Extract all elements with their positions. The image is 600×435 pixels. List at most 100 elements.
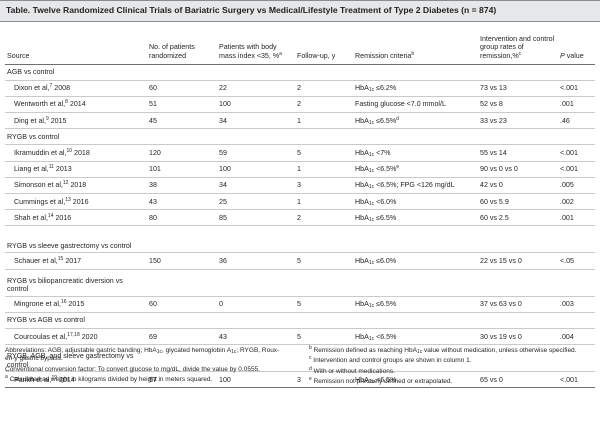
group-row: RYGB vs biliopancreatic diversion vs con… [5,269,595,297]
cell-patients: 45 [147,112,217,130]
footnote: d With or without medications. [309,365,395,375]
cell-remission-criteria: HbA1c ≤6.2% [353,80,478,97]
cell-pvalue: <.001 [558,161,595,178]
table-row: Liang et al,11 2013 101 100 1 HbA1c <6.5%e 90… [5,161,595,178]
cell-patients: 80 [147,209,217,227]
table-row: Simonson et al,12 2018 38 34 3 HbA1c <6.5%; … [5,177,595,195]
cell-remission-rates: 30 vs 19 vs 0 [478,328,558,346]
cell-source: Liang et al,11 2013 [5,161,147,178]
cell-bmi: 34 [217,112,295,130]
cell-remission-criteria: HbA1c <7% [353,144,478,162]
cell-source: Ikramuddin et al,10 2018 [5,144,147,162]
cell-source: Shah et al,14 2016 [5,209,147,227]
cell-remission-rates: 33 vs 23 [478,112,558,130]
cell-followup: 5 [295,328,353,346]
cell-pvalue: .001 [558,96,595,114]
table-row: Shah et al,14 2016 80 85 2 HbA1c ≤6.5% 60 vs … [5,209,595,227]
header-bmi: Patients with body mass index <35, %a [219,43,282,60]
table-row: Mingrone et al,16 2015 60 0 5 HbA1c ≤6.5% 37 … [5,296,595,313]
table-row: Ikramuddin et al,10 2018 120 59 5 HbA1c <7% 5… [5,144,595,162]
table-row: Courcoulas et al,17,18 2020 69 43 5 HbA1c <6… [5,328,595,346]
header-source: Source [7,51,30,60]
cell-source: Schauer et al,15 2017 [5,252,147,270]
table-row: Cummings et al,13 2016 43 25 1 HbA1c <6.0% 60… [5,193,595,211]
group-row: AGB vs control [5,64,595,81]
group-row: RYGB vs control [5,128,595,146]
cell-source: Courcoulas et al,17,18 2020 [5,328,147,346]
cell-bmi: 85 [217,209,295,227]
cell-remission-criteria: HbA1c ≤6.5% [353,209,478,227]
cell-remission-rates: 37 vs 63 vs 0 [478,296,558,313]
trials-table: Source No. of patients randomized Patien… [5,22,595,389]
cell-followup: 3 [295,177,353,195]
cell-patients: 101 [147,161,217,178]
cell-remission-rates: 22 vs 15 vs 0 [478,252,558,270]
cell-patients: 38 [147,177,217,195]
cell-followup: 5 [295,296,353,313]
cell-patients: 43 [147,193,217,211]
cell-patients: 120 [147,144,217,162]
header-pvalue: P value [560,51,584,60]
cell-remission-criteria: HbA1c ≤6.5%d [353,112,478,130]
cell-followup: 2 [295,80,353,97]
header-remission: Remission criteriab [355,50,415,60]
cell-remission-criteria: HbA1c ≤6.5% [353,296,478,313]
table-row: Ding et al,9 2015 45 34 1 HbA1c ≤6.5%d 33 vs … [5,112,595,130]
cell-source: Mingrone et al,16 2015 [5,296,147,313]
cell-pvalue: .002 [558,193,595,211]
group-row: RYGB vs sleeve gastrectomy vs control [5,225,595,254]
group-row: RYGB vs AGB vs control [5,312,595,329]
footnote: Abbreviations: AGB, adjustable gastric b… [5,347,280,363]
footnote: e Remission not precisely defined or ext… [309,376,453,386]
cell-source: Simonson et al,12 2018 [5,177,147,195]
group-label: RYGB vs AGB vs control [5,312,147,329]
header-row: Source No. of patients randomized Patien… [5,22,595,64]
cell-bmi: 25 [217,193,295,211]
cell-followup: 1 [295,112,353,130]
cell-patients: 69 [147,328,217,346]
cell-bmi: 100 [217,96,295,114]
cell-remission-criteria: HbA1c ≤6.0% [353,252,478,270]
cell-followup: 2 [295,96,353,114]
table-row: Parikh et al,19 2014 57 100 3 HbA1c <6.5% 65 … [5,371,595,389]
cell-pvalue: .001 [558,209,595,227]
cell-pvalue: <.001 [558,80,595,97]
cell-bmi: 36 [217,252,295,270]
group-label: RYGB vs sleeve gastrectomy vs control [5,225,147,254]
table-row: Schauer et al,15 2017 150 36 5 HbA1c ≤6.0% 22… [5,252,595,270]
cell-followup: 5 [295,144,353,162]
cell-remission-criteria: Fasting glucose <7.0 mmol/L [353,96,478,114]
group-row: RYGB, AGB, and sleeve gastrectomy vs con… [5,344,595,373]
cell-patients: 150 [147,252,217,270]
cell-patients: 60 [147,80,217,97]
cell-followup: 5 [295,252,353,270]
cell-bmi: 59 [217,144,295,162]
footnote: a Calculated as weight in kilograms divi… [5,374,213,384]
group-label: RYGB vs biliopancreatic diversion vs con… [5,269,147,297]
cell-patients: 51 [147,96,217,114]
cell-remission-rates: 60 vs 5.9 [478,193,558,211]
cell-source: Wentworth et al,8 2014 [5,96,147,114]
cell-remission-rates: 52 vs 8 [478,96,558,114]
cell-source: Parikh et al,19 2014 [5,371,147,389]
footnotes-left: Abbreviations: AGB, adjustable gastric b… [5,347,287,387]
cell-pvalue: .004 [558,328,595,346]
group-label: RYGB, AGB, and sleeve gastrectomy vs con… [5,344,147,373]
cell-remission-criteria: HbA1c <6.5%; FPG <126 mg/dL [353,177,478,195]
cell-pvalue: .46 [558,112,595,130]
footnote: Conventional conversion factor: To conve… [5,365,260,373]
cell-pvalue: <.05 [558,252,595,270]
cell-source: Cummings et al,13 2016 [5,193,147,211]
header-rates: Intervention and control group rates of … [480,34,555,60]
cell-remission-rates: 73 vs 13 [478,80,558,97]
cell-remission-rates: 55 vs 14 [478,144,558,162]
group-label: AGB vs control [5,64,147,81]
cell-remission-criteria: HbA1c <6.0% [353,193,478,211]
cell-bmi: 100 [217,161,295,178]
cell-pvalue: <.001 [558,144,595,162]
footnote: b Remission defined as reaching HbA1c va… [309,345,577,355]
table-row: Wentworth et al,8 2014 51 100 2 Fasting gluc… [5,96,595,114]
cell-remission-rates: 65 vs 0 [478,371,558,389]
cell-source: Ding et al,9 2015 [5,112,147,130]
header-followup: Follow-up, y [297,51,336,60]
